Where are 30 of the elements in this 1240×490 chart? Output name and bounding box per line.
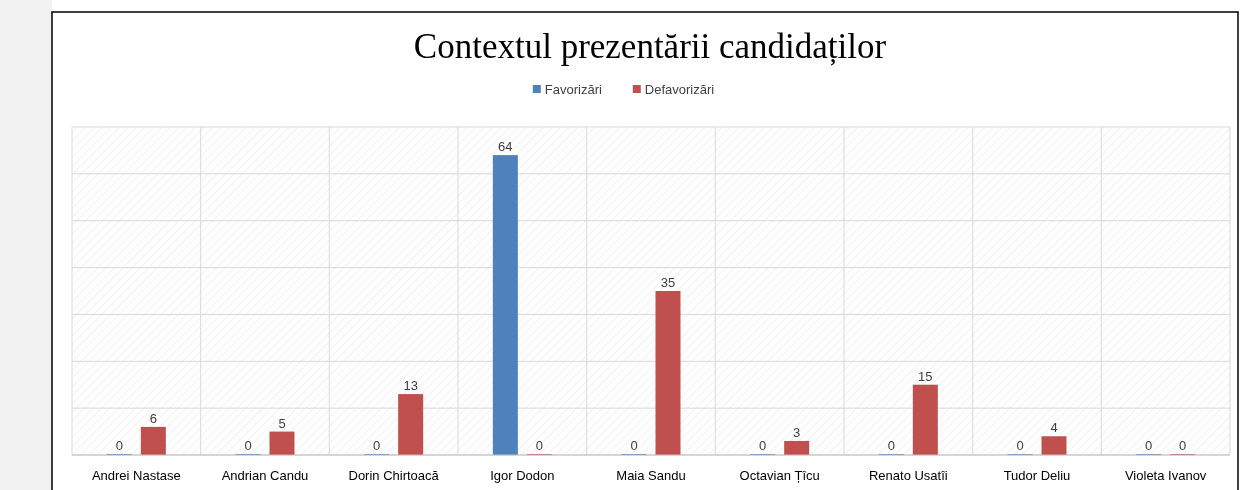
data-label: 15 bbox=[918, 368, 933, 384]
data-label: 0 bbox=[244, 438, 252, 453]
data-label: 0 bbox=[373, 438, 381, 453]
x-tick-label: Dorin Chirtoacă bbox=[348, 468, 440, 483]
x-tick-label: Octavian Țîcu bbox=[739, 468, 820, 483]
legend-label: Defavorizări bbox=[644, 82, 715, 97]
data-label: 4 bbox=[1050, 420, 1058, 436]
data-label: 5 bbox=[278, 415, 286, 431]
x-tick-label: Andrian Candu bbox=[221, 468, 309, 483]
x-tick-label: Maia Sandu bbox=[616, 468, 686, 483]
data-label: 0 bbox=[1016, 438, 1024, 453]
data-label: 0 bbox=[1179, 438, 1187, 453]
data-label: 0 bbox=[115, 438, 123, 453]
x-tick-label: Violeta Ivanov bbox=[1124, 468, 1207, 483]
legend-label: Favorizări bbox=[544, 82, 602, 97]
x-tick-label: Renato Usatîi bbox=[868, 468, 948, 483]
data-label: 3 bbox=[793, 424, 801, 440]
data-label: 0 bbox=[887, 438, 895, 453]
data-label: 6 bbox=[149, 410, 157, 426]
data-label: 0 bbox=[630, 438, 638, 453]
x-tick-label: Tudor Deliu bbox=[1003, 468, 1071, 483]
data-label: 13 bbox=[403, 378, 418, 394]
data-label: 0 bbox=[759, 438, 767, 453]
x-tick-label: Andrei Nastase bbox=[91, 468, 181, 483]
x-tick-label: Igor Dodon bbox=[490, 468, 555, 483]
data-label: 35 bbox=[660, 275, 676, 290]
data-label: 64 bbox=[498, 139, 513, 155]
data-label: 0 bbox=[1145, 438, 1153, 453]
data-label: 0 bbox=[535, 438, 543, 453]
chart-title: Contextul prezentării candidaților bbox=[413, 27, 887, 66]
